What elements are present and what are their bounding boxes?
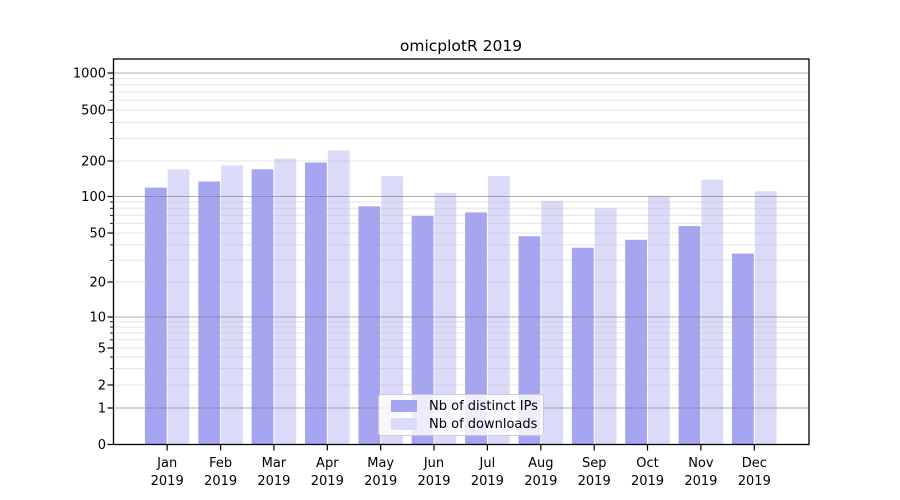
bar-downloads xyxy=(167,169,190,445)
bar-downloads xyxy=(381,176,403,445)
legend-item-downloads: Nb of downloads xyxy=(387,415,538,433)
bar-distinct-ips xyxy=(358,206,381,445)
y-tick-label: 10 xyxy=(89,311,106,326)
gridlines-layer xyxy=(113,72,809,409)
legend: Nb of distinct IPs Nb of downloads xyxy=(378,394,544,436)
bar-distinct-ips xyxy=(625,239,647,445)
y-tick-label: 2 xyxy=(98,379,106,394)
bar-distinct-ips xyxy=(465,212,487,445)
legend-label: Nb of downloads xyxy=(429,416,538,432)
bar-downloads xyxy=(594,208,617,445)
bar-distinct-ips xyxy=(144,187,167,445)
bar-distinct-ips xyxy=(198,181,221,445)
x-tick-label: Jul 2019 xyxy=(471,456,504,489)
bar-distinct-ips xyxy=(571,247,594,445)
x-tick-label: Mar 2019 xyxy=(257,456,290,489)
y-tick-label: 1000 xyxy=(73,67,106,82)
bar-downloads xyxy=(701,179,724,445)
bar-distinct-ips xyxy=(732,253,754,445)
x-tick-label: Apr 2019 xyxy=(311,456,344,489)
legend-swatch-distinct-ips xyxy=(391,400,417,412)
y-tick-label: 1 xyxy=(98,402,106,417)
bar-downloads xyxy=(274,158,297,445)
x-tick-label: Sep 2019 xyxy=(578,456,611,489)
x-tick-label: Nov 2019 xyxy=(684,456,717,489)
chart-title: omicplotR 2019 xyxy=(400,37,522,55)
y-tick-label: 500 xyxy=(81,104,106,119)
y-tick-label: 100 xyxy=(81,190,106,205)
bar-distinct-ips xyxy=(678,226,701,445)
axes-layer xyxy=(107,58,810,451)
legend-item-distinct-ips: Nb of distinct IPs xyxy=(387,397,538,415)
bars-layer xyxy=(144,150,777,445)
bar-downloads xyxy=(487,176,510,445)
bar-distinct-ips xyxy=(518,236,541,445)
y-tick-label: 0 xyxy=(98,438,106,453)
x-tick-label: Jan 2019 xyxy=(151,456,184,489)
axis-labels-layer: 0 1 2 5 10 20 50 100 200 500 1000 Jan 2019 Feb 2019 Mar… xyxy=(73,67,771,490)
legend-swatch-downloads xyxy=(391,418,417,430)
x-tick-label: Aug 2019 xyxy=(524,456,557,489)
bar-downloads xyxy=(541,200,564,445)
bar-distinct-ips xyxy=(251,169,274,445)
bar-downloads xyxy=(434,193,457,445)
plot-frame xyxy=(112,58,810,446)
x-tick-label: Oct 2019 xyxy=(631,456,664,489)
y-tick-label: 200 xyxy=(81,155,106,170)
y-tick-label: 5 xyxy=(98,342,106,357)
bar-downloads xyxy=(754,191,777,445)
bar-distinct-ips xyxy=(305,162,327,445)
bar-downloads xyxy=(327,150,350,445)
legend-label: Nb of distinct IPs xyxy=(429,398,538,414)
y-tick-label: 20 xyxy=(89,276,106,291)
x-tick-label: May 2019 xyxy=(364,456,397,489)
bar-downloads xyxy=(221,165,243,445)
x-tick-label: Dec 2019 xyxy=(738,456,771,489)
x-tick-label: Feb 2019 xyxy=(204,456,237,489)
x-tick-label: Jun 2019 xyxy=(417,456,450,489)
y-tick-label: 50 xyxy=(89,227,106,242)
bar-distinct-ips xyxy=(411,216,434,445)
bar-downloads xyxy=(648,196,670,445)
